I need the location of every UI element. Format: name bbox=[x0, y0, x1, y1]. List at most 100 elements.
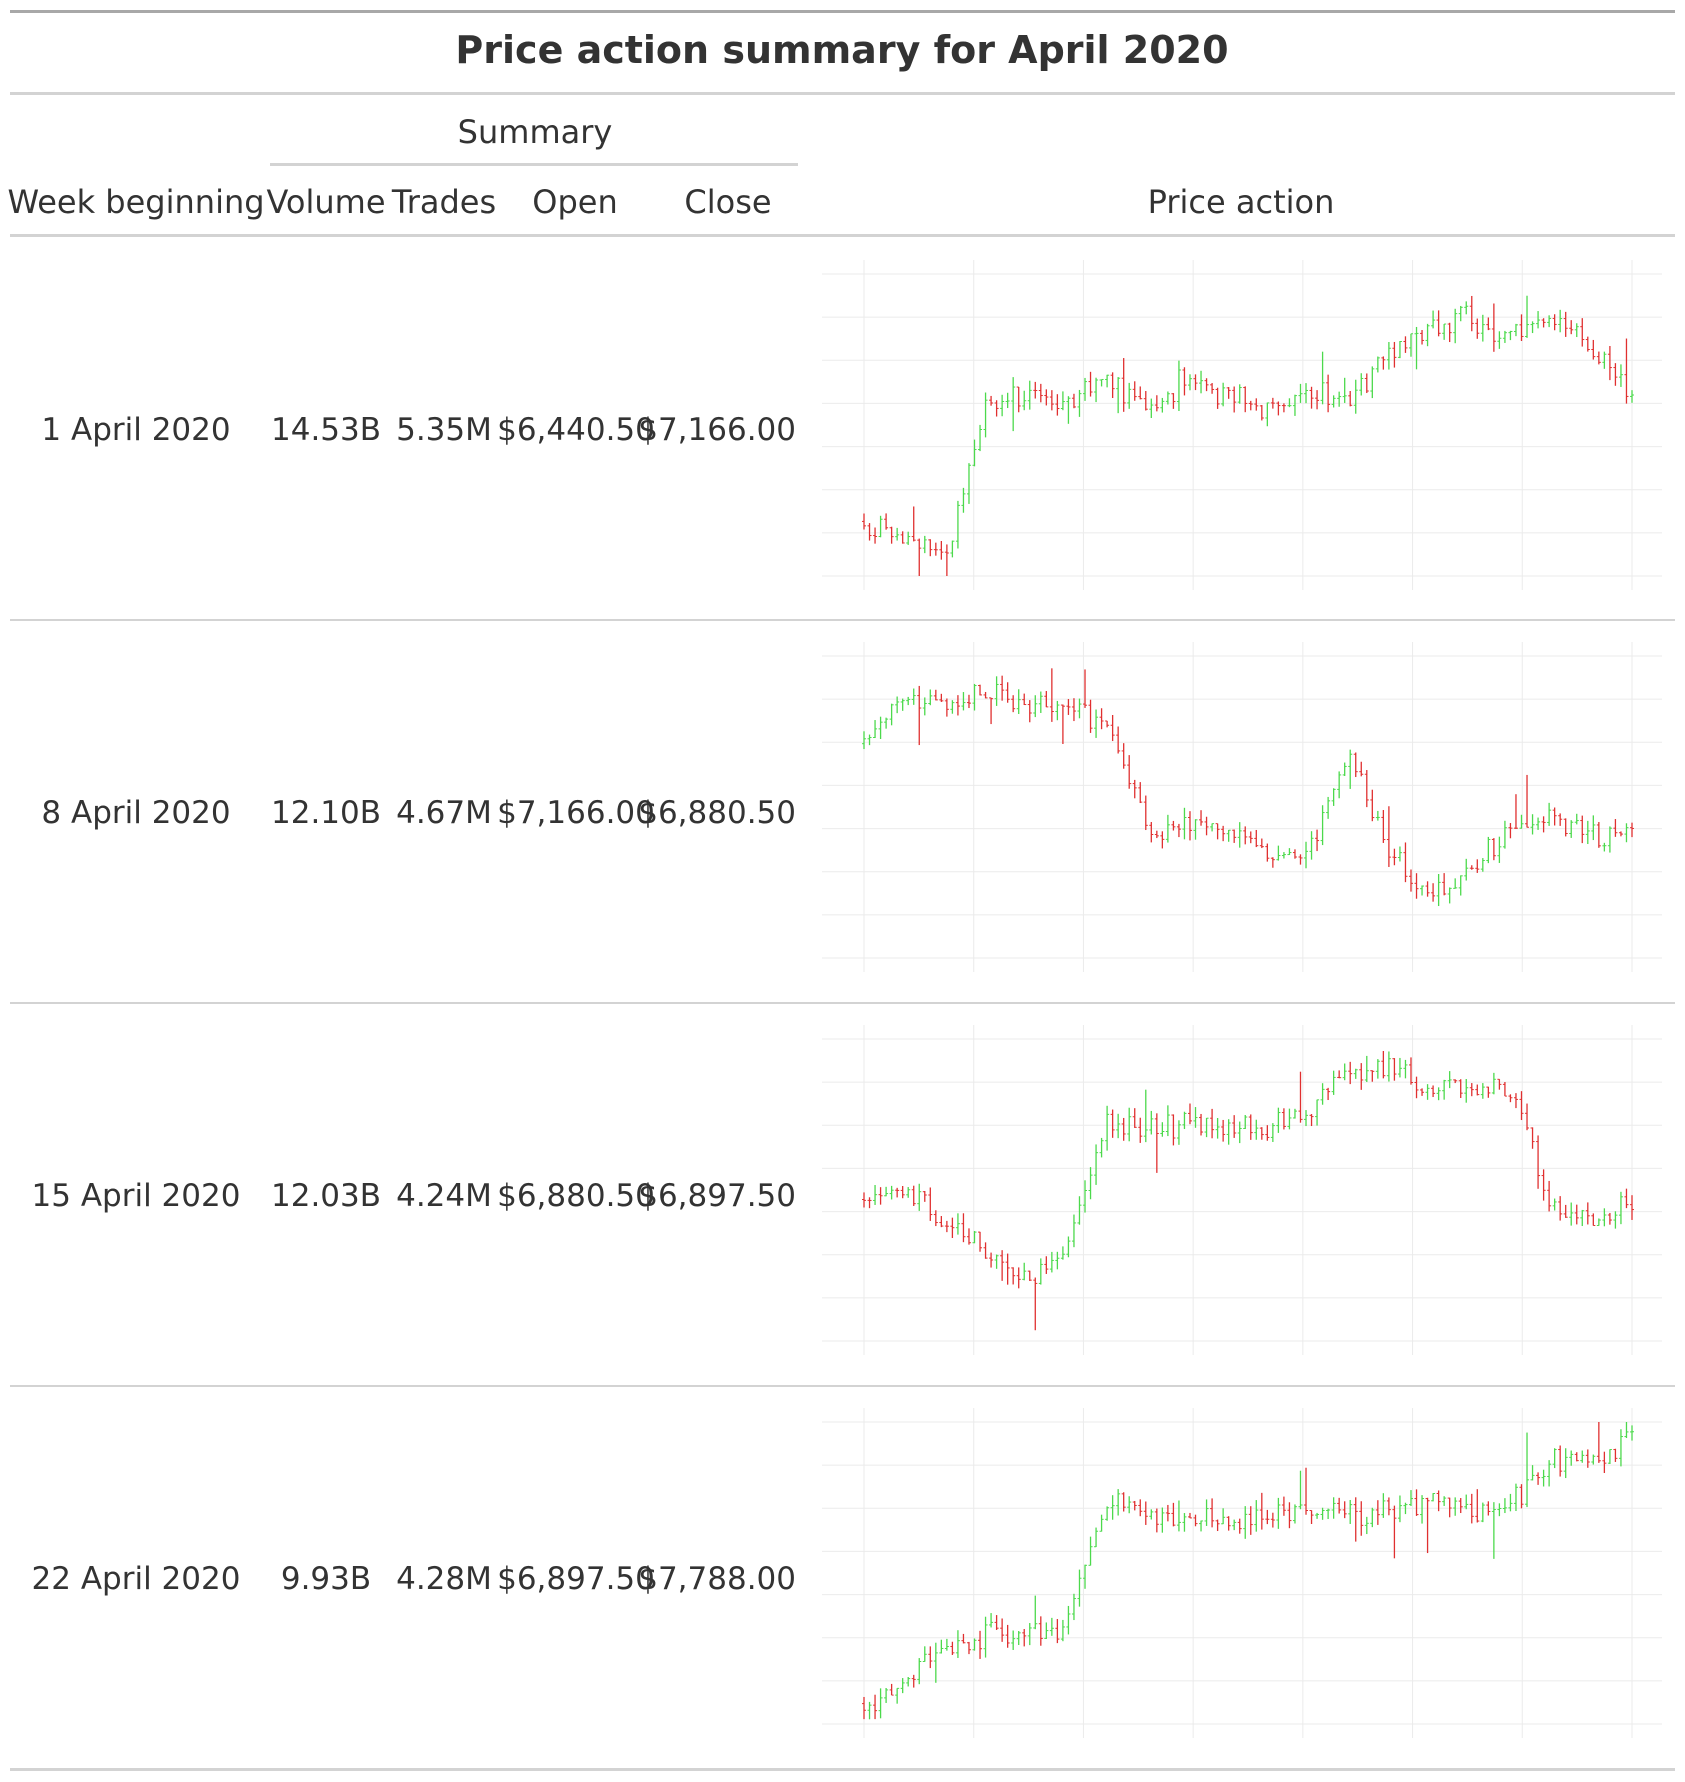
ohlc-bar bbox=[1171, 1502, 1176, 1527]
ohlc-bar bbox=[1199, 370, 1204, 394]
ohlc-bar bbox=[1630, 1195, 1634, 1220]
ohlc-bar bbox=[928, 539, 933, 557]
ohlc-bar bbox=[1624, 1188, 1629, 1209]
ohlc-bar bbox=[1116, 726, 1121, 754]
ohlc-bar bbox=[1486, 317, 1491, 331]
ohlc-bar bbox=[1199, 810, 1204, 826]
ohlc-bar bbox=[1066, 1605, 1071, 1635]
ohlc-bar bbox=[1094, 1144, 1099, 1185]
ohlc-bar bbox=[1408, 333, 1413, 357]
ohlc-bar bbox=[1281, 1496, 1286, 1516]
week-cell: 8 April 2020 bbox=[41, 795, 231, 831]
ohlc-bar bbox=[1077, 698, 1082, 719]
ohlc-bar bbox=[1508, 1493, 1513, 1512]
ohlc-bar bbox=[1044, 1622, 1049, 1639]
ohlc-bar bbox=[1121, 743, 1126, 769]
ohlc-bar bbox=[1442, 323, 1447, 340]
ohlc-bar bbox=[1326, 1508, 1331, 1520]
ohlc-bar bbox=[1508, 823, 1513, 839]
ohlc-bar bbox=[1204, 1499, 1209, 1526]
ohlc-bar bbox=[1176, 1500, 1181, 1532]
ohlc-bar bbox=[1331, 395, 1336, 408]
ohlc-bar bbox=[1364, 1055, 1369, 1083]
col-header-close: Close bbox=[684, 183, 772, 221]
week-cell: 1 April 2020 bbox=[41, 412, 231, 448]
ohlc-bar bbox=[1315, 1099, 1320, 1126]
ohlc-bar bbox=[1132, 381, 1137, 401]
ohlc-bar bbox=[1519, 1091, 1524, 1121]
ohlc-bar bbox=[1574, 813, 1579, 825]
ohlc-bar bbox=[1585, 336, 1590, 352]
ohlc-bar bbox=[939, 1216, 944, 1228]
ohlc-bar bbox=[1215, 1519, 1220, 1532]
ohlc-bar bbox=[1011, 1630, 1016, 1650]
ohlc-bar bbox=[895, 527, 900, 541]
ohlc-bar bbox=[1486, 1086, 1491, 1098]
ohlc-bar bbox=[1591, 815, 1596, 841]
ohlc-bar bbox=[873, 527, 878, 544]
ohlc-bar bbox=[911, 1185, 916, 1206]
ohlc-bar bbox=[889, 1683, 894, 1696]
ohlc-bar bbox=[1237, 822, 1242, 848]
ohlc-bar bbox=[989, 395, 994, 406]
ohlc-bar bbox=[1569, 1450, 1574, 1466]
ohlc-bar bbox=[1613, 819, 1618, 837]
ohlc-bar bbox=[1243, 826, 1248, 845]
ohlc-bar bbox=[1232, 829, 1237, 843]
close-cell: $7,788.00 bbox=[638, 1561, 796, 1597]
ohlc-bar bbox=[1414, 1076, 1419, 1099]
ohlc-bar bbox=[944, 1638, 949, 1651]
ohlc-bar bbox=[1099, 708, 1104, 730]
ohlc-bar bbox=[1281, 1108, 1286, 1130]
ohlc-bar bbox=[1187, 1512, 1192, 1519]
ohlc-bar bbox=[1309, 386, 1314, 409]
close-cell: $6,880.50 bbox=[638, 795, 796, 831]
volume-cell: 9.93B bbox=[280, 1561, 372, 1597]
ohlc-bar bbox=[1154, 1113, 1159, 1173]
ohlc-bar bbox=[1403, 1059, 1408, 1079]
ohlc-bar bbox=[1596, 822, 1601, 848]
ohlc-bar bbox=[1569, 820, 1574, 838]
ohlc-bar bbox=[1044, 1256, 1049, 1274]
ohlc-bar bbox=[1154, 830, 1159, 839]
ohlc-bar bbox=[1215, 387, 1220, 409]
ohlc-bar bbox=[1121, 1492, 1126, 1512]
ohlc-bar bbox=[1353, 1497, 1358, 1542]
ohlc-bar bbox=[1353, 752, 1358, 778]
ohlc-bar bbox=[1436, 874, 1441, 907]
ohlc-bar bbox=[1381, 1051, 1386, 1079]
ohlc-bar bbox=[1071, 698, 1076, 722]
ohlc-bar bbox=[1287, 848, 1292, 856]
ohlc-bar bbox=[1420, 1495, 1425, 1524]
ohlc-bar bbox=[1547, 802, 1552, 826]
ohlc-bar bbox=[1160, 397, 1165, 413]
ohlc-bar bbox=[1547, 1460, 1552, 1487]
ohlc-bar bbox=[1613, 1448, 1618, 1462]
ohlc-bar bbox=[1237, 1518, 1242, 1534]
ohlc-bar bbox=[1105, 1506, 1110, 1521]
ohlc-bar bbox=[1491, 303, 1496, 352]
ohlc-bar bbox=[1171, 393, 1176, 409]
ohlc-bar bbox=[1005, 392, 1010, 409]
ohlc-bar bbox=[1431, 1085, 1436, 1098]
trades-cell: 4.28M bbox=[396, 1561, 492, 1597]
ohlc-bar bbox=[1326, 1087, 1331, 1101]
ohlc-bar bbox=[1359, 373, 1364, 396]
ohlc-bar bbox=[1585, 1449, 1590, 1468]
ohlc-bar bbox=[1149, 822, 1154, 843]
ohlc-bar bbox=[1397, 341, 1402, 359]
ohlc-bar bbox=[1287, 398, 1292, 408]
ohlc-bar bbox=[1226, 1119, 1231, 1145]
ohlc-bar bbox=[1071, 1214, 1076, 1248]
ohlc-bar bbox=[1071, 393, 1076, 409]
ohlc-bar bbox=[1315, 1512, 1320, 1519]
ohlc-bar bbox=[1585, 1202, 1590, 1225]
ohlc-bar bbox=[1530, 814, 1535, 835]
ohlc-bar bbox=[1094, 709, 1099, 738]
ohlc-bar bbox=[1469, 295, 1474, 332]
ohlc-bar bbox=[1364, 770, 1369, 808]
ohlc-bar bbox=[1436, 310, 1441, 337]
ohlc-bar bbox=[1298, 854, 1303, 865]
ohlc-bar bbox=[1138, 782, 1143, 804]
ohlc-bar bbox=[1016, 1630, 1021, 1646]
